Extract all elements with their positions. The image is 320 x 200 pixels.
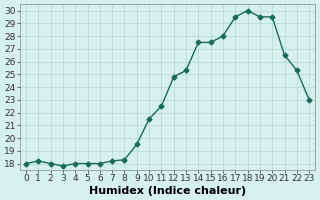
X-axis label: Humidex (Indice chaleur): Humidex (Indice chaleur)	[89, 186, 246, 196]
